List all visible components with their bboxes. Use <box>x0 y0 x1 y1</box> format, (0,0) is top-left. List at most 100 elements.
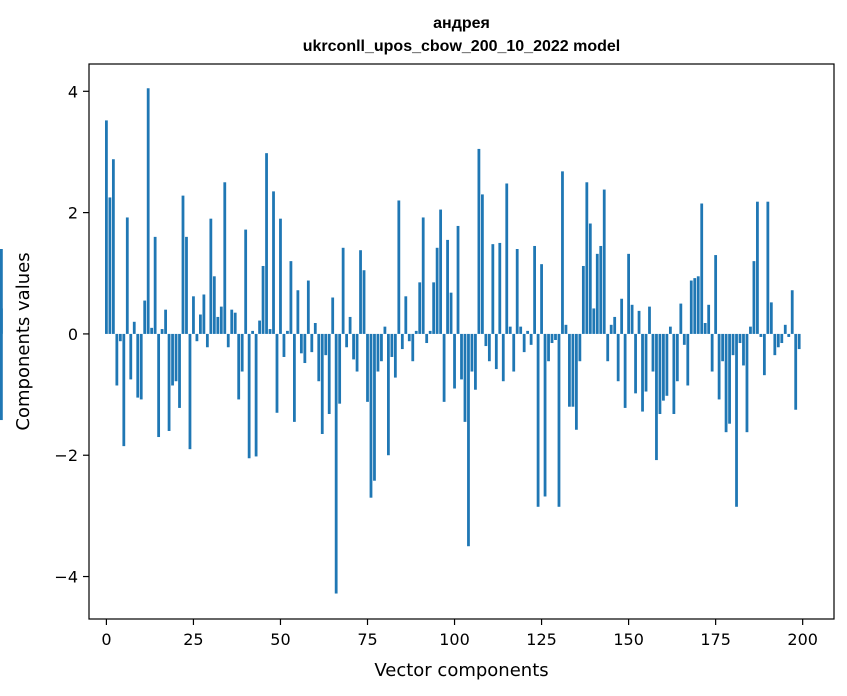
bar-100 <box>453 333 456 389</box>
bar-196 <box>787 333 791 337</box>
x-tick-label: 25 <box>183 630 203 649</box>
bar-181 <box>735 333 738 507</box>
bar-88 <box>411 333 415 362</box>
bar-60 <box>313 323 317 334</box>
bar-11 <box>143 300 147 334</box>
bar-82 <box>390 333 394 357</box>
bar-17 <box>164 309 167 334</box>
bar-97 <box>442 333 446 402</box>
bar-150 <box>627 253 630 334</box>
bar-70 <box>348 316 352 334</box>
bar-80 <box>383 326 387 334</box>
bar-34 <box>223 182 227 334</box>
y-axis-label: Components values <box>13 252 34 430</box>
bar-55 <box>296 290 300 334</box>
bar-30 <box>209 218 213 334</box>
bar-189 <box>762 333 766 376</box>
bar-92 <box>425 333 429 344</box>
bar-89 <box>414 330 418 334</box>
x-tick-label: 125 <box>526 630 557 649</box>
bar-117 <box>512 333 516 372</box>
chart-title-line-1: андрея <box>433 15 490 32</box>
bar-1 <box>108 197 112 334</box>
bar-128 <box>550 333 554 344</box>
bar-91 <box>421 217 425 334</box>
bar-121 <box>526 330 530 334</box>
bar-59 <box>310 333 314 353</box>
bar-44 <box>258 320 261 334</box>
y-tick-label: 2 <box>68 204 78 223</box>
bar-16 <box>160 329 164 334</box>
bar-73 <box>359 250 362 334</box>
bar-179 <box>728 333 731 424</box>
bar-125 <box>540 264 543 334</box>
bar-137 <box>581 265 585 334</box>
bar-71 <box>352 333 355 360</box>
bar-5 <box>122 333 126 447</box>
bar-33 <box>219 306 223 334</box>
bar-38 <box>237 333 241 400</box>
bar-52 <box>286 330 289 334</box>
x-tick-label: 150 <box>613 630 644 649</box>
bar-153 <box>637 310 641 334</box>
bar-39 <box>240 333 244 372</box>
bar-131 <box>561 171 564 334</box>
bar-139 <box>588 223 592 334</box>
bar-13 <box>150 327 154 334</box>
bar-165 <box>679 303 683 334</box>
x-tick-label: 200 <box>787 630 818 649</box>
bar-46 <box>265 153 268 334</box>
bar-36 <box>230 309 234 334</box>
bar-31 <box>212 276 216 334</box>
bar-58 <box>306 280 310 334</box>
bar-103 <box>463 333 467 422</box>
x-tick-label: 175 <box>700 630 731 649</box>
x-tick-label: 75 <box>357 630 377 649</box>
bar-162 <box>668 326 672 334</box>
bar-141 <box>595 253 599 334</box>
bar-2 <box>111 159 115 334</box>
bar-161 <box>665 333 669 396</box>
bar-185 <box>749 326 752 334</box>
bar-118 <box>515 249 519 334</box>
bar-133 <box>568 333 571 407</box>
bar-120 <box>522 333 526 353</box>
bar-45 <box>261 265 265 334</box>
bar-101 <box>456 225 460 334</box>
bar-157 <box>651 333 655 372</box>
bar-167 <box>686 333 690 386</box>
x-axis-ticks: 0 25 50 75 100 125 150 175 200 <box>101 619 818 649</box>
bar-41 <box>247 333 251 459</box>
x-axis-label: Vector components <box>374 660 548 681</box>
bar-190 <box>766 201 770 334</box>
bar-81 <box>387 333 390 456</box>
bar-143 <box>602 189 606 334</box>
bar-106 <box>474 333 477 390</box>
bar-177 <box>721 333 724 362</box>
bar-127 <box>547 333 550 362</box>
bar-68 <box>341 247 345 334</box>
bar-194 <box>780 333 784 344</box>
bar-123 <box>533 245 536 334</box>
bar-0 <box>105 120 108 334</box>
bar-63 <box>324 333 328 356</box>
bar-160 <box>662 333 665 401</box>
bar-193 <box>776 333 780 348</box>
bar-40 <box>244 229 248 334</box>
bar-7 <box>129 333 133 380</box>
bar-6 <box>125 217 129 334</box>
bar-53 <box>289 261 293 334</box>
bar-57 <box>303 333 307 364</box>
bar-48 <box>272 191 275 334</box>
bar-115 <box>505 183 509 334</box>
bar-130 <box>557 333 561 507</box>
bar-74 <box>362 270 366 334</box>
bar-65 <box>331 297 335 334</box>
x-tick-label: 0 <box>101 630 111 649</box>
bar-9 <box>136 333 140 398</box>
bar-192 <box>773 333 777 356</box>
x-tick-label: 50 <box>270 630 290 649</box>
bar-109 <box>484 333 488 347</box>
bar-43 <box>254 333 258 457</box>
